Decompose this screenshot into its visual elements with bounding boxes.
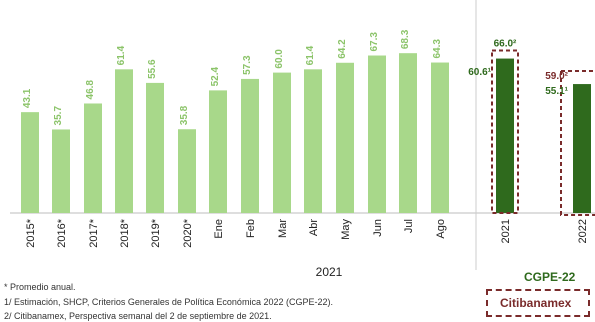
tick-label-Abr: Abr — [308, 219, 320, 236]
bar-2017 — [84, 103, 102, 213]
data-label-2021-citi: 66.0² — [494, 39, 517, 50]
tick-label-2016: 2016* — [56, 218, 68, 247]
bar-May — [336, 62, 354, 213]
bar-2020 — [178, 129, 196, 213]
data-label-Ago: 64.3 — [432, 39, 443, 59]
tick-label-May: May — [340, 219, 352, 240]
bar-Jun — [368, 55, 386, 213]
tick-label-2020: 2020* — [182, 218, 194, 247]
data-label-2016: 35.7 — [53, 106, 64, 126]
bar-Abr — [304, 69, 322, 213]
tick-label-2022: 2022 — [577, 219, 589, 243]
tick-label-2019: 2019* — [150, 218, 162, 247]
dashed-box-2022 — [560, 69, 595, 216]
data-label-Ene: 52.4 — [210, 66, 221, 86]
data-label-2019: 55.6 — [147, 59, 158, 79]
bar-2019 — [146, 82, 164, 214]
legend-label-citibanamex: Citibanamex — [500, 296, 572, 310]
bar-Mar — [273, 72, 291, 213]
bar-Feb — [241, 78, 259, 213]
bar-2022 — [573, 84, 591, 213]
data-label-Abr: 61.4 — [305, 45, 316, 65]
data-label-Feb: 57.3 — [242, 55, 253, 75]
tick-label-2018: 2018* — [119, 218, 131, 247]
tick-label-Jun: Jun — [372, 219, 384, 237]
footnote-2: 1/ Estimación, SHCP, Criterios Generales… — [4, 297, 333, 307]
month-group-label: 2021 — [316, 265, 343, 279]
tick-label-Ago: Ago — [435, 219, 447, 239]
tick-label-Ene: Ene — [213, 219, 225, 239]
tick-label-2017: 2017* — [88, 218, 100, 247]
dashed-box-2021 — [491, 49, 519, 215]
legend-box — [486, 289, 590, 317]
bar-Jul — [399, 53, 417, 213]
data-label-2022-citi: 59.0² — [545, 71, 568, 82]
bar-2016 — [52, 129, 70, 213]
chart: 43.1 2015* 35.7 2016* 46.8 2017* 61.4 2018* 55.6… — [10, 0, 595, 279]
forecast-group-label: CGPE-22 — [524, 270, 576, 284]
data-label-Mar: 60.0 — [274, 49, 285, 69]
data-label-Jun: 67.3 — [369, 32, 380, 52]
footnote-3: 2/ Citibanamex, Perspectiva semanal del … — [4, 311, 272, 321]
bar-Ene — [209, 90, 227, 213]
tick-label-Feb: Feb — [245, 219, 257, 238]
data-label-2022-cgpe: 55.1¹ — [545, 86, 568, 97]
bar-2021 — [496, 58, 514, 214]
tick-label-2015: 2015* — [25, 218, 37, 247]
tick-label-Jul: Jul — [403, 219, 415, 233]
tick-label-Mar: Mar — [277, 219, 289, 238]
bar-Ago — [431, 62, 449, 214]
data-label-2020: 35.8 — [179, 105, 190, 125]
bar-2018 — [115, 69, 133, 213]
tick-label-2021: 2021 — [500, 219, 512, 243]
data-label-2018: 61.4 — [116, 45, 127, 65]
bar-2015 — [21, 112, 39, 213]
data-label-2021-cgpe: 60.6¹ — [468, 67, 491, 78]
data-label-2015: 43.1 — [22, 88, 33, 108]
footnote-1: * Promedio anual. — [4, 282, 76, 292]
data-label-2017: 46.8 — [85, 80, 96, 100]
data-label-Jul: 68.3 — [400, 29, 411, 49]
data-label-May: 64.2 — [337, 39, 348, 59]
